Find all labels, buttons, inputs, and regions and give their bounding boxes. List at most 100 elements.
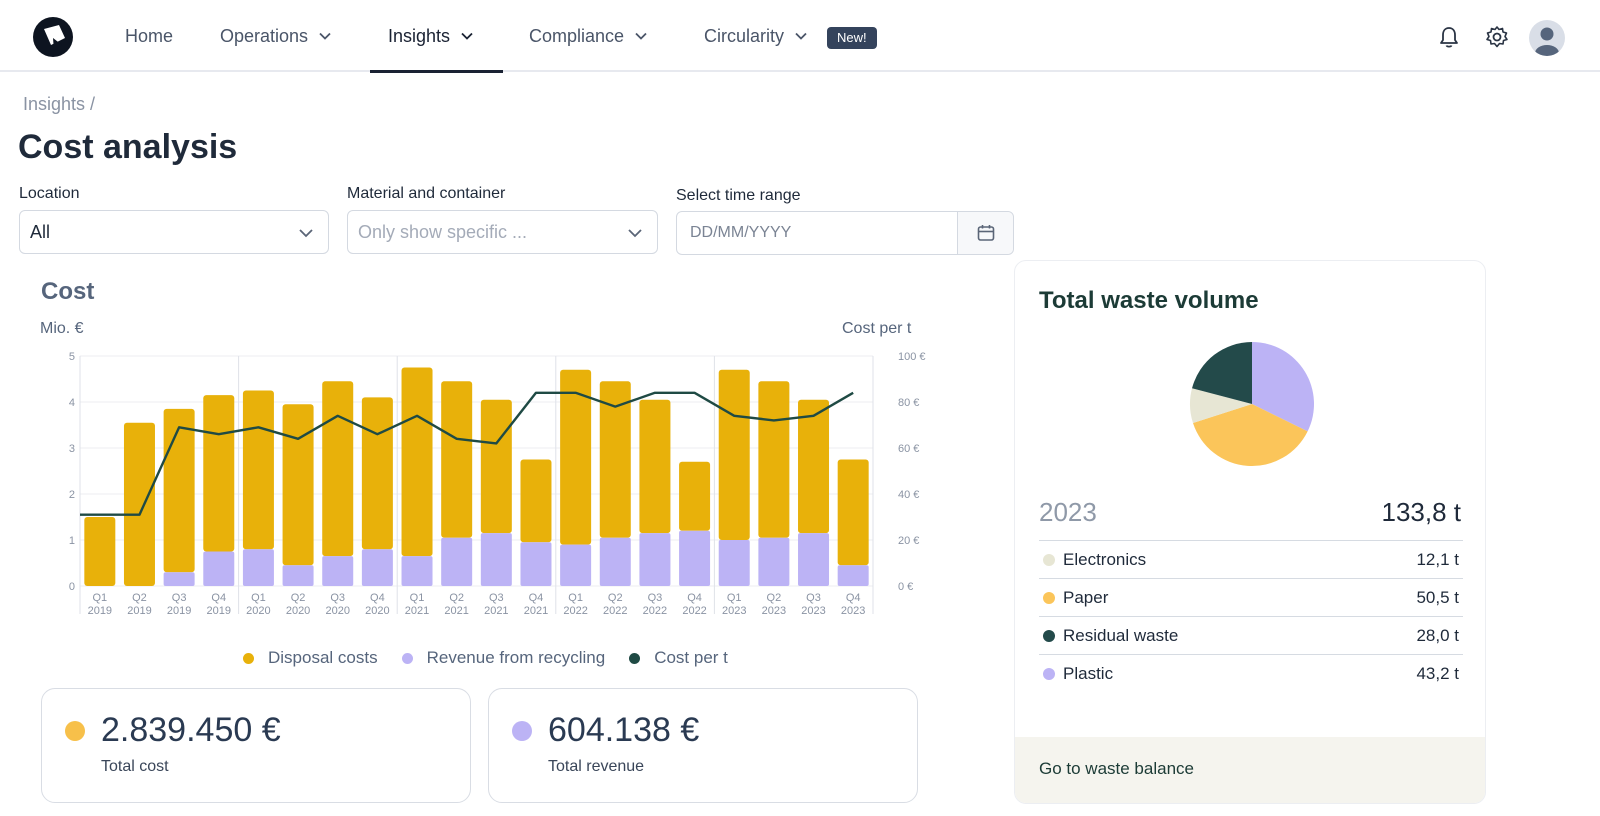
x-tick-year: 2021 (405, 605, 429, 617)
legend-disposal-costs[interactable]: Disposal costs (243, 648, 378, 668)
left-tick-label: 3 (69, 443, 75, 455)
bar-revenue-recycling (163, 572, 195, 586)
pie-slice-paper[interactable] (1192, 404, 1308, 466)
left-tick-label: 0 (69, 581, 75, 593)
location-value: All (30, 221, 51, 242)
top-navigation: Home Operations Insights Compliance Circ… (0, 0, 1600, 73)
bar-revenue-recycling (441, 537, 473, 586)
x-tick-year: 2023 (841, 605, 865, 617)
bell-icon[interactable] (1436, 24, 1462, 50)
x-tick-quarter: Q4 (846, 592, 861, 604)
waste-balance-link[interactable]: Go to waste balance (1039, 759, 1194, 778)
bar-revenue-recycling (322, 556, 354, 586)
waste-value: 12,1 t (1416, 550, 1459, 569)
bar-revenue-recycling (798, 533, 830, 586)
right-axis-title: Cost per t (842, 320, 912, 337)
bar-revenue-recycling (282, 565, 314, 586)
x-tick-quarter: Q3 (172, 592, 187, 604)
bar-disposal-costs (242, 390, 274, 550)
right-tick-label: 60 € (898, 443, 919, 455)
bar-disposal-costs (758, 381, 790, 538)
nav-operations[interactable]: Operations (220, 0, 332, 72)
legend-label-cost-per-t: Cost per t (654, 648, 728, 667)
legend-label-revenue: Revenue from recycling (426, 648, 606, 667)
waste-name: Paper (1063, 588, 1109, 607)
bar-disposal-costs (520, 459, 552, 543)
brand-logo-icon[interactable] (32, 16, 74, 58)
waste-name: Residual waste (1063, 626, 1179, 645)
bar-disposal-costs (718, 369, 750, 540)
waste-name: Electronics (1063, 550, 1147, 569)
nav-home[interactable]: Home (125, 0, 173, 72)
bar-disposal-costs (480, 399, 512, 534)
pie-slice-electronics[interactable] (1190, 388, 1252, 424)
waste-name: Plastic (1063, 664, 1114, 683)
x-tick-year: 2021 (524, 605, 548, 617)
time-range-label: Select time range (676, 187, 801, 204)
left-axis-title: Mio. € (40, 320, 84, 337)
left-tick-label: 4 (69, 397, 75, 409)
legend-dot-cost-per-t (629, 652, 641, 664)
bar-disposal-costs (123, 422, 155, 586)
chevron-down-icon (299, 229, 313, 238)
gear-icon[interactable] (1484, 24, 1510, 50)
x-tick-quarter: Q4 (529, 592, 544, 604)
pie-slice-residual-waste[interactable] (1192, 342, 1252, 404)
x-tick-year: 2022 (603, 605, 627, 617)
breadcrumb[interactable]: Insights / (23, 94, 96, 114)
bar-disposal-costs (282, 404, 314, 566)
waste-value: 50,5 t (1416, 588, 1459, 607)
x-tick-year: 2022 (563, 605, 587, 617)
x-tick-year: 2020 (325, 605, 349, 617)
nav-insights-label: Insights (388, 25, 451, 46)
date-placeholder: DD/MM/YYYY (690, 224, 792, 241)
waste-pie-chart (1190, 342, 1314, 466)
bar-disposal-costs (401, 367, 433, 557)
material-select[interactable]: Only show specific ... (347, 210, 658, 254)
new-badge: New! (827, 27, 877, 49)
waste-dot (1043, 668, 1055, 680)
bar-revenue-recycling (679, 530, 711, 586)
bar-disposal-costs (798, 399, 830, 534)
bar-revenue-recycling (718, 540, 750, 586)
date-input[interactable]: DD/MM/YYYY (676, 211, 1014, 255)
nav-insights[interactable]: Insights (388, 0, 474, 72)
legend-revenue-recycling[interactable]: Revenue from recycling (401, 648, 606, 668)
legend-dot-revenue (401, 652, 413, 664)
calendar-button[interactable] (957, 212, 1013, 254)
legend-label-disposal: Disposal costs (268, 648, 378, 667)
x-tick-quarter: Q3 (330, 592, 345, 604)
right-tick-label: 40 € (898, 489, 919, 501)
calendar-icon (977, 225, 994, 241)
x-tick-quarter: Q1 (410, 592, 425, 604)
x-tick-year: 2020 (286, 605, 310, 617)
location-select[interactable]: All (19, 210, 329, 254)
bar-revenue-recycling (758, 537, 790, 586)
left-tick-label: 5 (69, 351, 75, 363)
x-tick-quarter: Q1 (251, 592, 266, 604)
x-tick-quarter: Q1 (568, 592, 583, 604)
waste-year: 2023 (1039, 497, 1097, 527)
x-tick-year: 2019 (127, 605, 151, 617)
pie-slice-plastic[interactable] (1252, 342, 1314, 432)
bar-revenue-recycling (203, 551, 235, 586)
legend-cost-per-t[interactable]: Cost per t (629, 648, 728, 668)
avatar[interactable] (1529, 20, 1565, 56)
right-tick-label: 80 € (898, 397, 919, 409)
bar-disposal-costs (322, 381, 354, 557)
nav-circularity[interactable]: Circularity (704, 0, 808, 72)
chevron-down-icon (461, 32, 473, 40)
x-tick-quarter: Q2 (767, 592, 782, 604)
x-tick-year: 2021 (444, 605, 468, 617)
bar-revenue-recycling (520, 542, 552, 586)
bar-disposal-costs (84, 517, 116, 586)
x-tick-year: 2022 (682, 605, 706, 617)
waste-value: 28,0 t (1416, 626, 1459, 645)
x-tick-year: 2020 (246, 605, 270, 617)
right-tick-label: 20 € (898, 535, 919, 547)
cost-per-t-line (80, 391, 854, 516)
x-tick-quarter: Q2 (132, 592, 147, 604)
x-tick-year: 2023 (801, 605, 825, 617)
nav-compliance[interactable]: Compliance (529, 0, 648, 72)
